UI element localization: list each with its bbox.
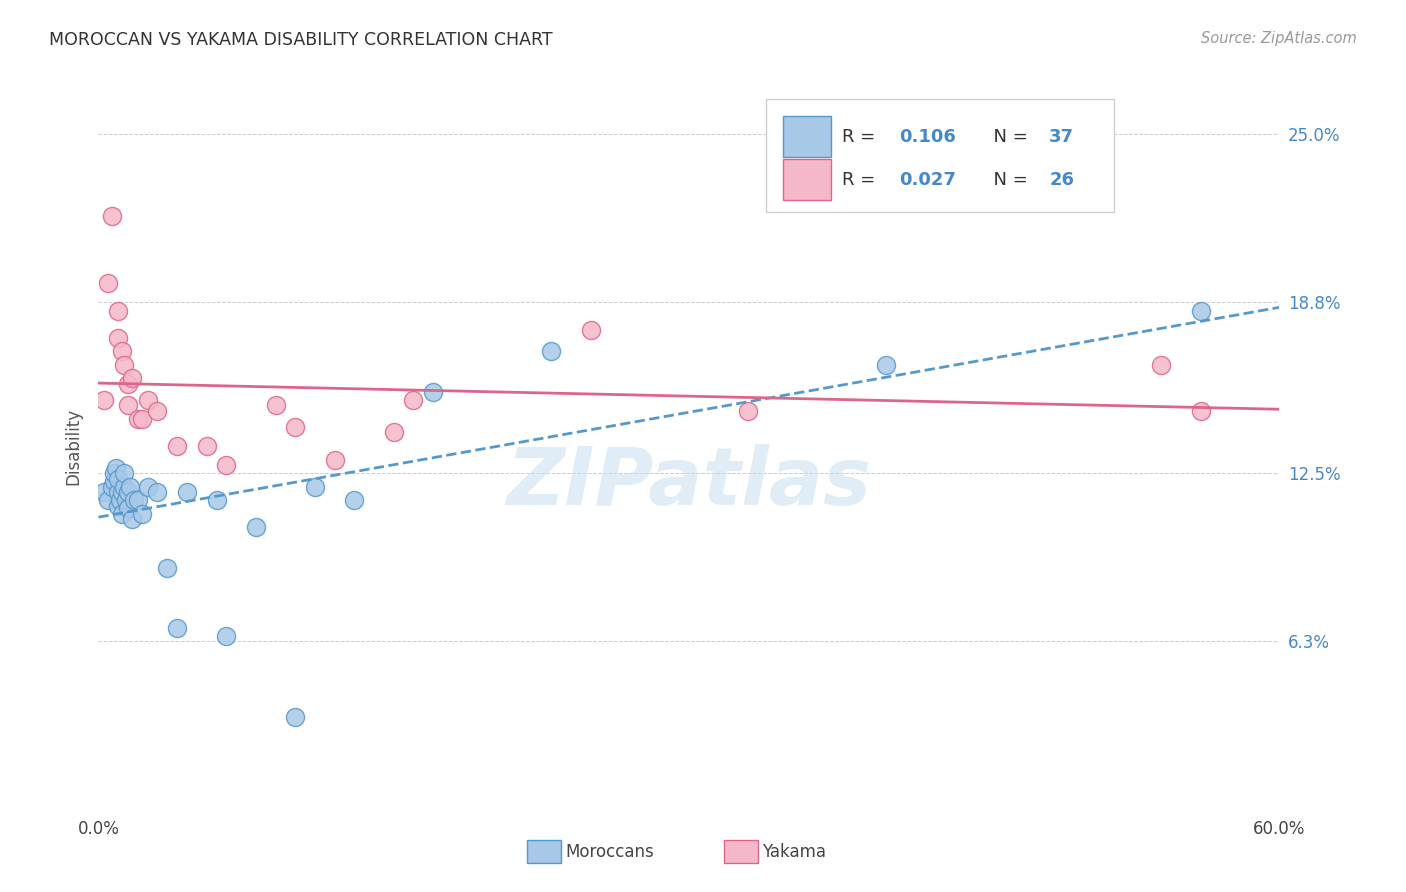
Point <box>117 501 139 516</box>
Point <box>422 384 444 399</box>
Point <box>166 620 188 634</box>
Point <box>304 480 326 494</box>
Point <box>117 398 139 412</box>
Point <box>117 376 139 391</box>
Point <box>176 485 198 500</box>
Point <box>111 507 134 521</box>
Text: ZIPatlas: ZIPatlas <box>506 443 872 522</box>
Point <box>93 392 115 407</box>
Text: Yakama: Yakama <box>762 843 827 861</box>
FancyBboxPatch shape <box>783 160 831 200</box>
Text: R =: R = <box>842 171 882 189</box>
Point <box>93 485 115 500</box>
Text: 0.106: 0.106 <box>900 128 956 146</box>
Point <box>107 303 129 318</box>
Point <box>156 561 179 575</box>
Point <box>215 629 238 643</box>
Text: R =: R = <box>842 128 882 146</box>
Point <box>1189 404 1212 418</box>
Point <box>112 480 135 494</box>
Point <box>540 344 562 359</box>
Point <box>107 485 129 500</box>
Text: Moroccans: Moroccans <box>565 843 654 861</box>
Point <box>111 485 134 500</box>
Point <box>97 277 120 291</box>
Point <box>284 710 307 724</box>
Point <box>115 493 138 508</box>
Point <box>1150 358 1173 372</box>
Point <box>131 507 153 521</box>
Point <box>146 404 169 418</box>
Point <box>97 493 120 508</box>
Text: 37: 37 <box>1049 128 1074 146</box>
Point <box>146 485 169 500</box>
Point <box>112 358 135 372</box>
Point <box>103 474 125 488</box>
Point <box>245 520 267 534</box>
Text: N =: N = <box>981 128 1033 146</box>
Point <box>105 460 128 475</box>
Point <box>111 344 134 359</box>
FancyBboxPatch shape <box>766 99 1114 212</box>
Point <box>107 499 129 513</box>
Text: Source: ZipAtlas.com: Source: ZipAtlas.com <box>1201 31 1357 46</box>
Point <box>166 439 188 453</box>
Point <box>101 209 124 223</box>
Text: N =: N = <box>981 171 1033 189</box>
Point <box>131 412 153 426</box>
Point <box>122 493 145 508</box>
Point <box>323 452 346 467</box>
Point <box>108 493 131 508</box>
Point <box>127 493 149 508</box>
Point <box>875 358 897 372</box>
Point <box>215 458 238 472</box>
Point <box>343 493 366 508</box>
Point <box>136 392 159 407</box>
Point <box>103 466 125 480</box>
Point <box>205 493 228 508</box>
Point <box>101 480 124 494</box>
Point <box>118 480 141 494</box>
Text: 26: 26 <box>1049 171 1074 189</box>
Text: 0.027: 0.027 <box>900 171 956 189</box>
Point <box>121 371 143 385</box>
Point <box>382 425 405 440</box>
Point <box>112 466 135 480</box>
Point <box>402 392 425 407</box>
Text: MOROCCAN VS YAKAMA DISABILITY CORRELATION CHART: MOROCCAN VS YAKAMA DISABILITY CORRELATIO… <box>49 31 553 49</box>
Point <box>579 322 602 336</box>
Point <box>127 412 149 426</box>
Point <box>121 512 143 526</box>
Point <box>107 471 129 485</box>
Point <box>284 420 307 434</box>
Y-axis label: Disability: Disability <box>65 408 83 484</box>
Point <box>107 331 129 345</box>
Point <box>1189 303 1212 318</box>
Point <box>117 485 139 500</box>
Point <box>737 404 759 418</box>
Point <box>195 439 218 453</box>
FancyBboxPatch shape <box>783 116 831 157</box>
Point <box>136 480 159 494</box>
Point <box>264 398 287 412</box>
